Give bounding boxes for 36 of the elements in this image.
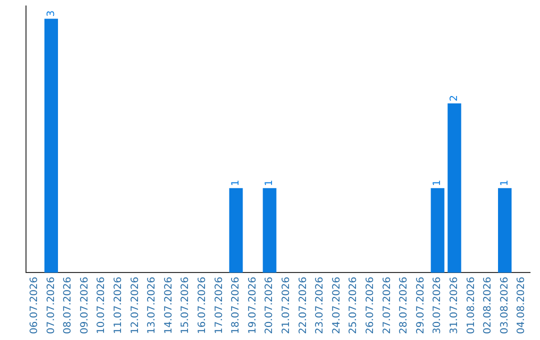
x-tick-label: 18.07.2026	[230, 276, 242, 334]
x-tick-label: 02.08.2026	[482, 276, 494, 334]
data-label: 1	[264, 180, 276, 186]
x-tick-label: 25.07.2026	[348, 276, 360, 334]
x-tick-label: 21.07.2026	[280, 276, 292, 334]
x-tick-label: 07.07.2026	[46, 276, 57, 334]
x-tick-label: 16.07.2026	[196, 276, 208, 334]
x-tick-label: 01.08.2026	[466, 276, 477, 334]
x-tick-label: 26.07.2026	[364, 276, 376, 334]
x-tick-label: 15.07.2026	[180, 276, 192, 334]
x-tick-label: 29.07.2026	[415, 276, 426, 334]
x-tick-label: 22.07.2026	[298, 276, 309, 334]
data-label: 2	[448, 95, 460, 102]
x-tick-label: 24.07.2026	[331, 276, 342, 334]
x-tick-label: 17.07.2026	[214, 276, 225, 334]
x-tick-label: 04.08.2026	[516, 276, 528, 334]
x-tick-label: 23.07.2026	[314, 276, 326, 334]
x-tick-label: 08.07.2026	[62, 276, 74, 334]
x-tick-label: 14.07.2026	[163, 276, 174, 334]
x-tick-label: 06.07.2026	[28, 276, 40, 334]
x-tick-label: 11.07.2026	[112, 276, 124, 334]
x-tick-label: 28.07.2026	[398, 276, 410, 334]
x-tick-label: 12.07.2026	[130, 276, 141, 334]
data-label: 1	[432, 180, 444, 186]
x-tick-label: 27.07.2026	[382, 276, 393, 334]
x-tick-label: 30.07.2026	[432, 276, 444, 334]
x-tick-label: 20.07.2026	[264, 276, 276, 334]
x-tick-label: 13.07.2026	[146, 276, 158, 334]
data-label: 3	[46, 10, 57, 17]
x-tick-label: 03.08.2026	[499, 276, 510, 334]
x-tick-label: 10.07.2026	[96, 276, 108, 334]
x-tick-label: 31.07.2026	[448, 276, 460, 334]
x-tick-label: 09.07.2026	[79, 276, 90, 334]
data-label: 1	[499, 180, 510, 186]
x-tick-label: 19.07.2026	[247, 276, 258, 334]
data-label: 1	[230, 180, 242, 186]
